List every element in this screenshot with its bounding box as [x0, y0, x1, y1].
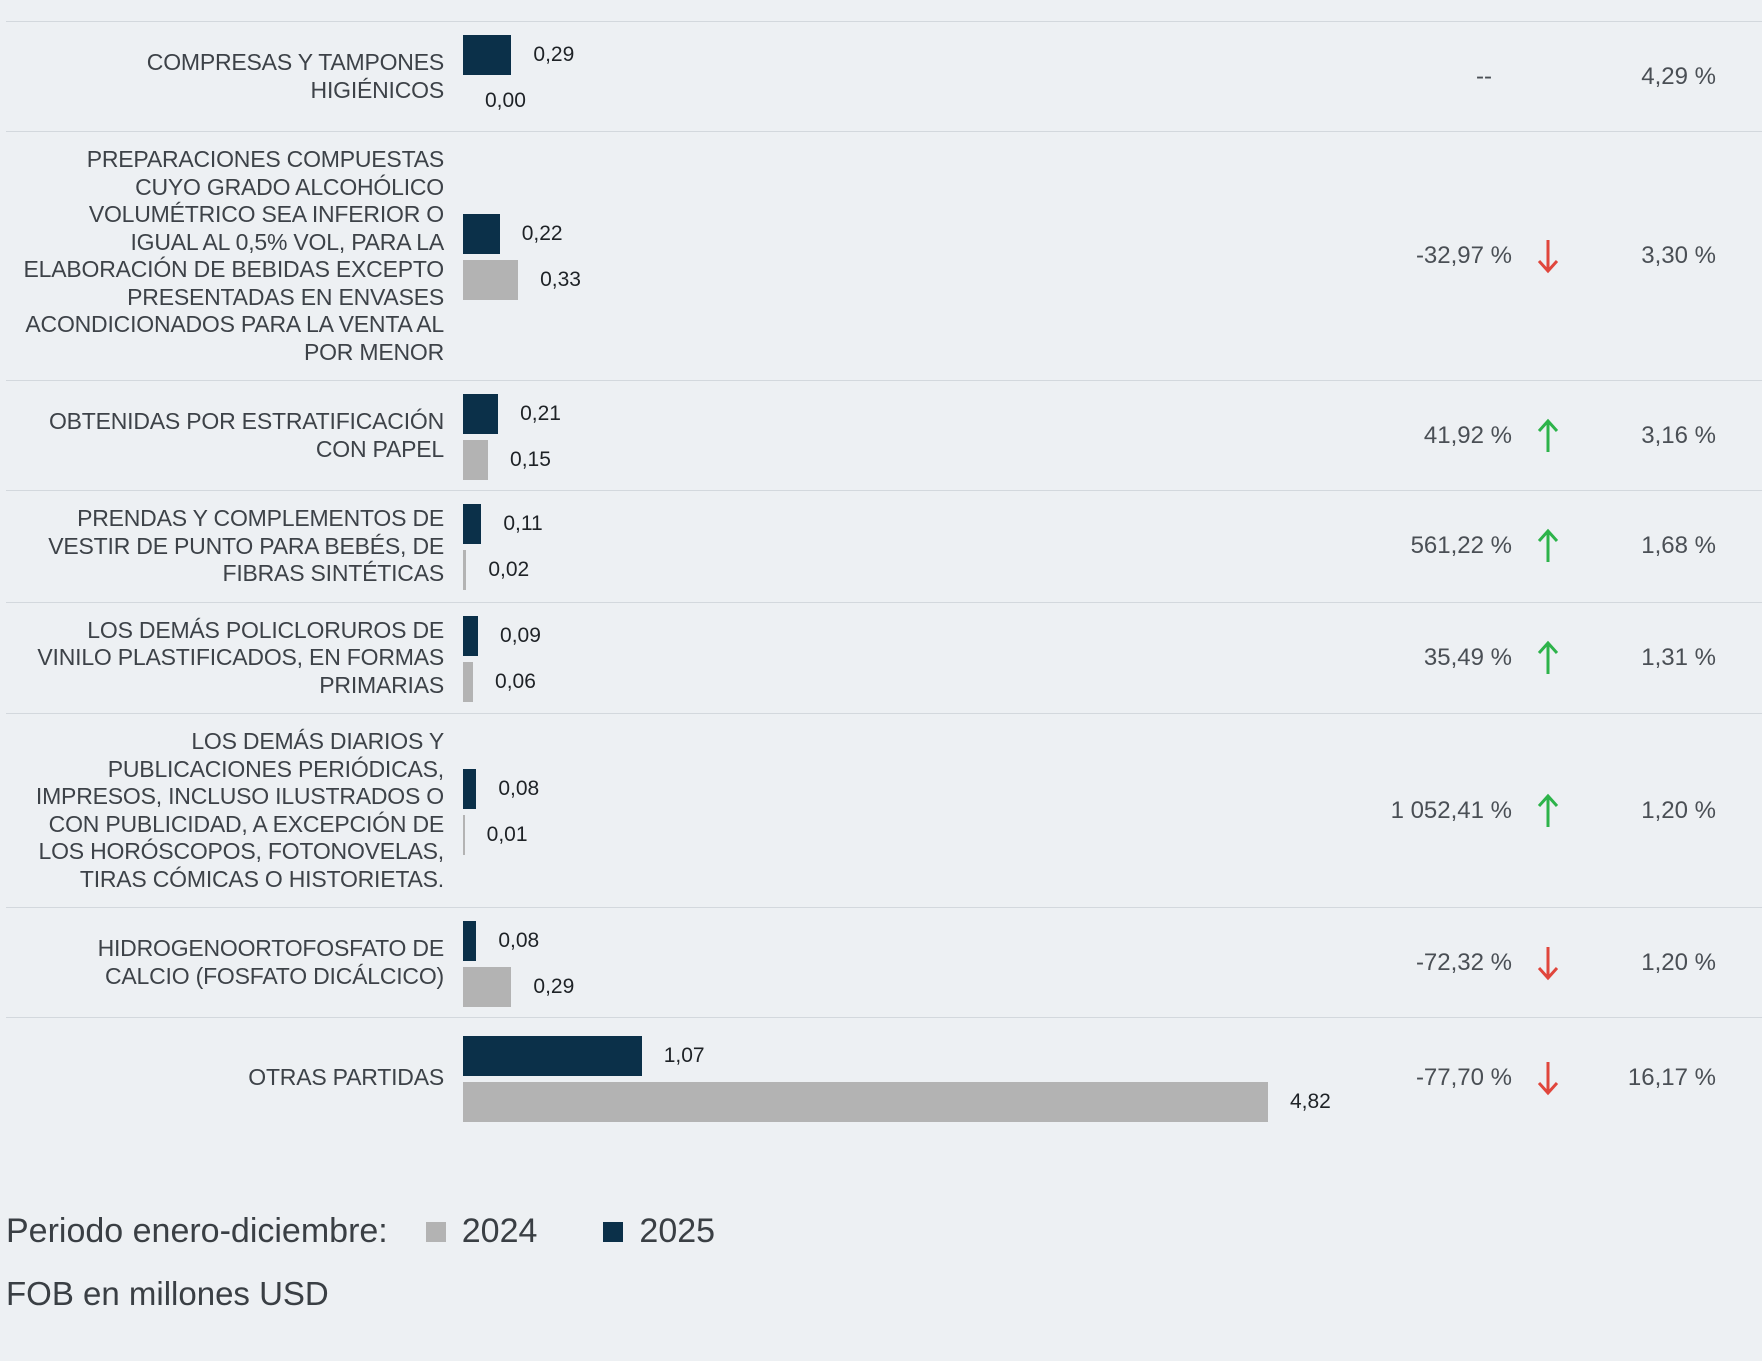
share-label: 16,17 %: [1627, 1064, 1716, 1091]
share-label: 3,16 %: [1641, 421, 1716, 449]
bar-value-label: 0,15: [510, 447, 551, 471]
variation-label: 41,92 %: [1423, 421, 1512, 449]
share-label: 1,68 %: [1641, 532, 1716, 560]
bar-value-label: 0,08: [498, 928, 540, 952]
bar-value-label: 0,09: [500, 623, 541, 647]
trend-arrow: [1537, 946, 1559, 980]
bar-value-label: 0,29: [533, 974, 575, 998]
bar: [463, 1082, 1268, 1122]
trend-arrow: [1537, 640, 1559, 674]
bar: [463, 814, 465, 855]
bar: [463, 260, 519, 300]
bar-group: 0,08 0,29: [463, 908, 1363, 1017]
note: FOB en millones USD: [6, 1275, 329, 1312]
table: COMPRESAS Y TAMPONES HIGIÉNICOS 0,29 0,00 -…: [6, 21, 1762, 1138]
bar-group: 1,07 4,82: [463, 1018, 1363, 1138]
variation-label: -32,97 %: [1415, 242, 1512, 269]
category-label: COMPRESAS Y TAMPONES HIGIÉNICOS: [146, 49, 444, 103]
share-label: 1,20 %: [1641, 948, 1716, 976]
row: PREPARACIONES COMPUESTAS CUYO GRADO ALCO…: [6, 132, 1762, 381]
variation-label: 1 052,41 %: [1390, 796, 1512, 824]
trend-arrow: [1537, 1062, 1559, 1096]
category-label: OTRAS PARTIDAS: [248, 1064, 444, 1091]
trend-arrow: [1537, 529, 1559, 563]
bar-value-label: 0,01: [486, 822, 528, 846]
arrow-shape: [1537, 946, 1559, 980]
arrow-shape: [1537, 529, 1559, 563]
row: COMPRESAS Y TAMPONES HIGIÉNICOS 0,29 0,00 -…: [6, 22, 1762, 132]
row: OBTENIDAS POR ESTRATIFICACIÓN CON PAPEL 0…: [6, 381, 1762, 491]
bar-value-label: 0,06: [495, 669, 536, 693]
bar-value-label: 1,07: [663, 1044, 705, 1067]
arrow-shape: [1537, 418, 1559, 452]
share-label: 4,29 %: [1641, 62, 1716, 90]
row: LOS DEMÁS POLICLORUROS DE VINILO PLASTIF…: [6, 603, 1762, 714]
bar: [463, 214, 500, 254]
bar-value-label: 0,29: [533, 42, 575, 66]
trend-arrow: [1537, 240, 1559, 274]
bar-value-label: 0,21: [520, 401, 561, 425]
bar-value-label: 0,11: [503, 512, 543, 536]
row: HIDROGENOORTOFOSFATO DE CALCIO (FOSFATO …: [6, 908, 1762, 1018]
legend-swatch: [425, 1221, 446, 1242]
bar-group: 0,09 0,06: [463, 603, 1363, 714]
bar-group: 0,29 0,00: [463, 22, 1363, 131]
bar: [463, 439, 489, 480]
category-label: LOS DEMÁS POLICLORUROS DE VINILO PLASTIF…: [37, 616, 444, 698]
legend-swatch: [603, 1221, 624, 1242]
legend-title: Periodo enero-diciembre:: [6, 1212, 388, 1250]
bar: [463, 393, 499, 434]
row: LOS DEMÁS DIARIOS Y PUBLICACIONES PERIÓD…: [6, 714, 1762, 908]
arrow-shape: [1537, 793, 1559, 827]
row: OTRAS PARTIDAS 1,07 4,82 -77,70 % 16,17 %: [6, 1018, 1762, 1138]
share-label: 3,30 %: [1641, 242, 1716, 269]
arrow-shape: [1537, 640, 1559, 674]
bar-value-label: 0,02: [488, 558, 530, 582]
bar: [463, 550, 467, 591]
share-label: 1,20 %: [1641, 796, 1716, 824]
category-label: OBTENIDAS POR ESTRATIFICACIÓN CON PAPEL: [48, 408, 444, 462]
arrow-shape: [1537, 1062, 1559, 1096]
trend-arrow: [1537, 418, 1559, 452]
bar: [463, 966, 512, 1007]
legend-label: 2024: [461, 1212, 538, 1250]
variation-label: 561,22 %: [1410, 532, 1512, 560]
category-label: PRENDAS Y COMPLEMENTOS DE VESTIR DE PUNT…: [48, 505, 444, 586]
bar: [463, 768, 477, 809]
bar-value-label: 0,08: [498, 776, 540, 800]
trend-arrow: [1537, 793, 1559, 827]
bar: [463, 504, 482, 545]
bar: [463, 920, 477, 961]
bar-value-label: 0,00: [485, 88, 526, 112]
variation-label: -72,32 %: [1415, 948, 1512, 976]
variation-label: -77,70 %: [1415, 1064, 1512, 1091]
arrow-shape: [1537, 240, 1559, 274]
bar: [463, 34, 512, 75]
bar: [463, 661, 474, 702]
bar-value-label: 4,82: [1289, 1090, 1331, 1113]
bar-group: 0,08 0,01: [463, 714, 1363, 907]
row: PRENDAS Y COMPLEMENTOS DE VESTIR DE PUNT…: [6, 491, 1762, 603]
variation-label: --: [1476, 62, 1492, 90]
bar-group: 0,11 0,02: [463, 491, 1363, 602]
legend: Periodo enero-diciembre: 2024 2025: [6, 1212, 743, 1251]
bar-value-label: 0,33: [540, 268, 581, 291]
legend-label: 2025: [639, 1212, 716, 1250]
category-label: HIDROGENOORTOFOSFATO DE CALCIO (FOSFATO …: [97, 935, 445, 989]
bar: [463, 615, 479, 656]
category-label: PREPARACIONES COMPUESTAS CUYO GRADO ALCO…: [23, 146, 445, 365]
bar-group: 0,21 0,15: [463, 381, 1363, 490]
variation-label: 35,49 %: [1423, 643, 1512, 671]
bar: [463, 1036, 642, 1076]
bar-group: 0,22 0,33: [463, 132, 1363, 380]
bar-value-label: 0,22: [521, 222, 563, 245]
share-label: 1,31 %: [1641, 643, 1716, 671]
category-label: LOS DEMÁS DIARIOS Y PUBLICACIONES PERIÓD…: [35, 728, 444, 892]
